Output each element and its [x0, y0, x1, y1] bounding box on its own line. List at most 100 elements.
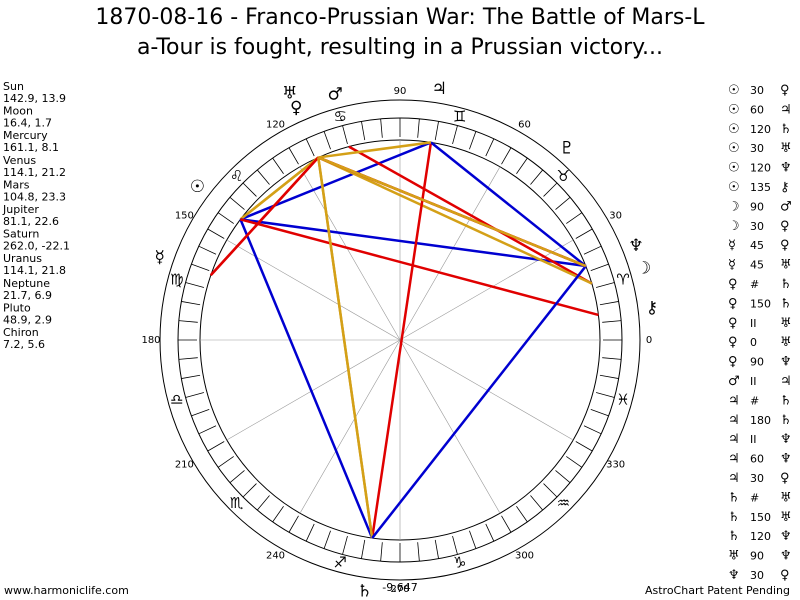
- aspect-row: ♃ # ♄: [728, 393, 792, 408]
- footer-left: www.harmoniclife.com: [4, 584, 129, 597]
- title: 1870-08-16 - Franco-Prussian War: The Ba…: [95, 5, 705, 30]
- ring-tick: [452, 125, 458, 145]
- zodiac-sign: ♐: [333, 554, 346, 572]
- planet-coords: 48.9, 2.9: [3, 313, 52, 326]
- ring-tick: [242, 182, 257, 197]
- zodiac-sign: ♓: [616, 390, 629, 408]
- zodiac-sign: ♈: [616, 271, 629, 289]
- ring-tick: [305, 138, 315, 157]
- aspect-a: ☉: [728, 83, 740, 98]
- degree-label: 30: [609, 211, 622, 222]
- zodiac-sign: ♏: [230, 494, 244, 512]
- planet-name: Uranus: [3, 252, 42, 265]
- ring-tick: [288, 515, 299, 533]
- aspect-aspect: 60: [750, 453, 764, 466]
- aspect-a: ♀: [728, 355, 738, 370]
- aspect-a: ☽: [728, 199, 740, 214]
- aspect-row: ♂ II ♃: [728, 374, 792, 389]
- aspect-row: ☿ 45 ♀: [728, 238, 790, 253]
- planet-glyph: ☿: [154, 248, 164, 268]
- planet-name: Pluto: [3, 301, 31, 314]
- ring-tick: [323, 131, 331, 150]
- aspect-a: ♂: [728, 374, 740, 389]
- aspect-line: [239, 218, 374, 539]
- ring-tick: [417, 542, 420, 562]
- aspect-aspect: 120: [750, 123, 771, 136]
- aspect-a: ♃: [728, 393, 740, 408]
- aspect-b: ♃: [780, 374, 792, 389]
- aspect-row: ♀ II ♅: [728, 316, 792, 331]
- zodiac-sign: ♋: [333, 107, 346, 125]
- aspect-a: ♀: [728, 316, 738, 331]
- ring-tick: [256, 169, 270, 185]
- planet-name: Saturn: [3, 228, 39, 241]
- aspect-aspect: 120: [750, 162, 771, 175]
- degree-label: 150: [175, 211, 194, 222]
- aspect-line: [430, 141, 587, 268]
- aspect-aspect: 150: [750, 297, 771, 310]
- ring-tick: [590, 409, 609, 417]
- aspect-row: ♅ 90 ♆: [728, 549, 792, 564]
- aspect-aspect: 30: [750, 472, 764, 485]
- aspect-a: ♃: [728, 452, 740, 467]
- aspect-row: ☉ 135 ⚷: [728, 180, 790, 195]
- aspect-aspect: II: [750, 317, 757, 330]
- aspect-line: [209, 156, 320, 277]
- aspect-a: ♅: [728, 549, 740, 564]
- aspect-b: ♆: [780, 355, 792, 370]
- degree-label: 300: [515, 551, 534, 562]
- planet-glyph: ♆: [628, 236, 643, 256]
- aspect-b: ♅: [780, 316, 792, 331]
- aspect-a: ♄: [728, 490, 740, 505]
- planet-name: Jupiter: [2, 203, 39, 216]
- aspect-row: ♀ 150 ♄: [728, 296, 792, 311]
- ring-tick: [185, 392, 205, 398]
- planet-glyph: ♇: [559, 139, 574, 159]
- aspect-a: ♃: [728, 432, 740, 447]
- aspect-aspect: 45: [750, 259, 764, 272]
- aspect-row: ♄ 120 ♆: [728, 529, 792, 544]
- spoke: [399, 166, 501, 341]
- ring-tick: [217, 456, 234, 468]
- planet-name: Chiron: [3, 326, 39, 339]
- planet-coords: 104.8, 23.3: [3, 190, 66, 203]
- ring-tick: [181, 374, 201, 379]
- ring-tick: [595, 282, 615, 288]
- ring-tick: [595, 392, 615, 398]
- aspect-a: ☉: [728, 180, 740, 195]
- aspect-row: ♃ 60 ♆: [728, 452, 792, 467]
- spoke: [399, 339, 501, 514]
- ring-tick: [575, 441, 593, 452]
- planet-glyph: ☉: [190, 177, 205, 197]
- ring-tick: [272, 157, 284, 174]
- ring-tick: [181, 301, 201, 306]
- title: a-Tour is fought, resulting in a Prussia…: [137, 35, 663, 60]
- zodiac-sign: ♍: [170, 271, 183, 289]
- planet-glyph: ♄: [357, 582, 372, 600]
- ring-tick: [305, 523, 315, 542]
- aspect-b: ♅: [780, 335, 792, 350]
- degree-label: 0: [646, 335, 652, 346]
- ring-tick: [256, 495, 270, 511]
- aspect-line: [371, 265, 587, 539]
- aspect-a: ♄: [728, 529, 740, 544]
- aspect-aspect: 30: [750, 84, 764, 97]
- aspect-a: ☉: [728, 161, 740, 176]
- planet-coords: 114.1, 21.2: [3, 166, 66, 179]
- aspect-row: ♄ 150 ♅: [728, 510, 792, 525]
- aspect-a: ♀: [728, 296, 738, 311]
- aspect-aspect: #: [750, 491, 759, 504]
- degree-label: 90: [394, 86, 407, 97]
- planet-glyph: ⚷: [646, 298, 658, 318]
- ring-tick: [599, 301, 619, 306]
- aspect-row: ☉ 60 ♃: [728, 102, 792, 117]
- zodiac-sign: ♎: [170, 390, 183, 408]
- aspect-row: ☉ 120 ♄: [728, 122, 792, 137]
- aspect-aspect: 150: [750, 511, 771, 524]
- aspect-aspect: 120: [750, 530, 771, 543]
- aspect-a: ☽: [728, 219, 740, 234]
- aspect-a: ☿: [728, 238, 736, 253]
- ring-tick: [602, 320, 622, 323]
- aspect-a: ♄: [728, 510, 740, 525]
- ring-tick: [191, 263, 210, 271]
